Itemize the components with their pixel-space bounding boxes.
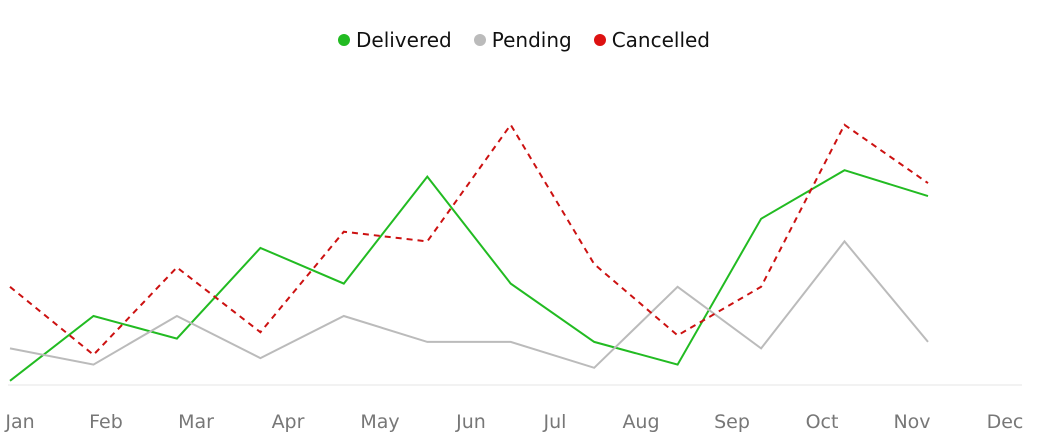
x-tick-label-sep: Sep <box>714 411 750 433</box>
series-layer <box>9 122 929 382</box>
legend-item-pending[interactable]: Pending <box>473 28 572 52</box>
series-line-cancelled[interactable] <box>9 122 929 357</box>
x-tick-label-apr: Apr <box>272 411 305 433</box>
legend-item-delivered[interactable]: Delivered <box>337 28 452 52</box>
x-tick-label-jan: Jan <box>4 411 34 433</box>
x-tick-label-jul: Jul <box>543 411 567 433</box>
x-tick-label-mar: Mar <box>178 411 214 433</box>
x-tick-label-feb: Feb <box>89 411 123 433</box>
x-axis-ticks: Jan Feb Mar Apr May Jun Jul Aug Sep Oct Nov Dec <box>4 411 1023 433</box>
legend-item-cancelled[interactable]: Cancelled <box>593 28 710 52</box>
x-tick-label-oct: Oct <box>806 411 839 433</box>
legend-dot-delivered <box>337 34 350 46</box>
series-line-pending[interactable] <box>9 239 929 369</box>
series-line-delivered[interactable] <box>9 169 929 382</box>
legend-label-delivered: Delivered <box>355 28 452 52</box>
legend-dot-cancelled <box>593 34 606 46</box>
legend-label-cancelled: Cancelled <box>611 28 710 52</box>
legend-dot-pending <box>473 34 486 46</box>
legend-label-pending: Pending <box>491 28 572 52</box>
legend: Delivered Pending Cancelled <box>0 28 1048 52</box>
x-tick-label-dec: Dec <box>987 411 1024 433</box>
x-tick-label-may: May <box>360 411 399 433</box>
x-tick-label-jun: Jun <box>455 411 486 433</box>
x-tick-label-nov: Nov <box>893 411 930 433</box>
x-tick-label-aug: Aug <box>622 411 659 433</box>
